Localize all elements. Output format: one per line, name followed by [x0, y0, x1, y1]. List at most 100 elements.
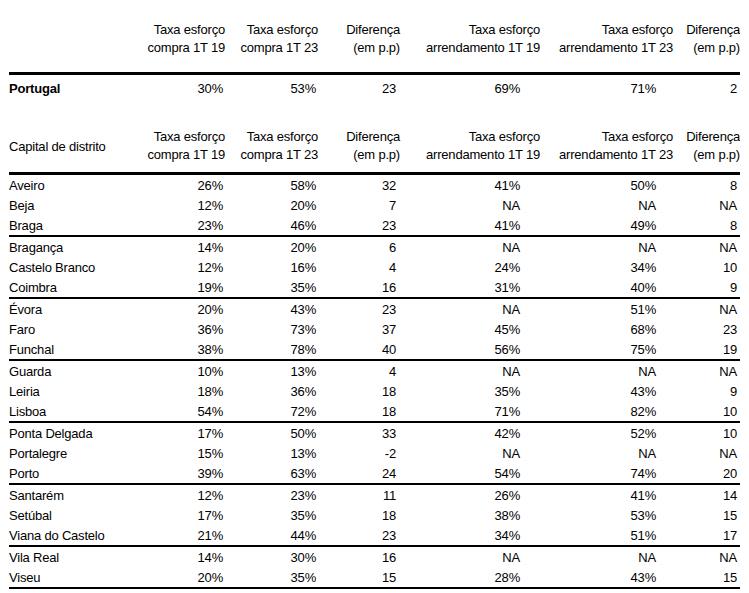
value-cell: 44% [232, 525, 324, 546]
value-cell: 10 [676, 401, 740, 422]
column-header-line1: Taxa esforço [542, 128, 673, 146]
value-cell: 35% [402, 381, 542, 401]
value-cell: 21% [144, 525, 232, 546]
column-header-line1: Diferença [324, 21, 400, 39]
value-cell: 26% [402, 484, 542, 505]
column-header: Diferença(em p.p) [324, 120, 402, 174]
column-header-line2: compra 1T 23 [232, 146, 318, 164]
value-cell: 9 [676, 381, 740, 401]
value-cell: 18 [324, 505, 402, 525]
row-label: Faro [9, 319, 144, 339]
spacer-row [9, 101, 740, 120]
column-header-line2: (em p.p) [676, 146, 740, 164]
value-cell: 23 [324, 215, 402, 236]
table-row: Braga23%46%2341%49%8 [9, 215, 740, 236]
value-cell: 50% [542, 174, 676, 196]
value-cell: 42% [402, 422, 542, 443]
column-header-line1: Taxa esforço [542, 21, 673, 39]
district-header-label: Capital de distrito [9, 120, 144, 174]
column-header-line1: Taxa esforço [232, 128, 318, 146]
value-cell: 23 [324, 525, 402, 546]
value-cell: 17% [144, 505, 232, 525]
value-cell: 15 [324, 567, 402, 588]
table-row: Porto39%63%2454%74%20 [9, 463, 740, 484]
column-header-line1: Taxa esforço [402, 21, 540, 39]
value-cell: NA [402, 298, 542, 319]
value-cell: -2 [324, 443, 402, 463]
portugal-summary-row: Portugal 30%53%2369%71%2 [9, 74, 740, 102]
value-cell: 32 [324, 174, 402, 196]
value-cell: NA [676, 546, 740, 567]
value-cell: 23 [324, 298, 402, 319]
value-cell: 54% [402, 463, 542, 484]
value-cell: 43% [232, 298, 324, 319]
value-cell: 31% [402, 277, 542, 298]
row-label: Funchal [9, 339, 144, 360]
column-header: Taxa esforçocompra 1T 19 [144, 6, 232, 74]
value-cell: 19% [144, 277, 232, 298]
value-cell: 35% [232, 277, 324, 298]
column-header-line2: arrendamento 1T 23 [542, 146, 673, 164]
row-label: Coimbra [9, 277, 144, 298]
value-cell: 20% [144, 298, 232, 319]
value-cell: 41% [402, 215, 542, 236]
value-cell: 53% [542, 505, 676, 525]
value-cell: 10 [676, 422, 740, 443]
table-row: Viana do Castelo21%44%2334%51%17 [9, 525, 740, 546]
value-cell: 12% [144, 195, 232, 215]
value-cell: 9 [676, 277, 740, 298]
column-header-line2: arrendamento 1T 19 [402, 146, 540, 164]
column-header-line1: Diferença [676, 21, 740, 39]
value-cell: NA [542, 360, 676, 381]
portugal-value-cell: 69% [402, 74, 542, 102]
value-cell: 33 [324, 422, 402, 443]
value-cell: 11 [324, 484, 402, 505]
value-cell: 36% [232, 381, 324, 401]
value-cell: 46% [232, 215, 324, 236]
value-cell: 20% [232, 236, 324, 257]
column-header: Taxa esforçoarrendamento 1T 19 [402, 6, 542, 74]
value-cell: 18 [324, 381, 402, 401]
value-cell: 35% [232, 567, 324, 588]
row-label: Leiria [9, 381, 144, 401]
table-row: Faro36%73%3745%68%23 [9, 319, 740, 339]
value-cell: 6 [324, 236, 402, 257]
value-cell: 10% [144, 360, 232, 381]
row-label: Viana do Castelo [9, 525, 144, 546]
value-cell: 16% [232, 257, 324, 277]
value-cell: 4 [324, 257, 402, 277]
row-label: Ponta Delgada [9, 422, 144, 443]
row-label: Santarém [9, 484, 144, 505]
row-label: Lisboa [9, 401, 144, 422]
table-row: Portalegre15%13%-2NANANA [9, 443, 740, 463]
column-header: Taxa esforçoarrendamento 1T 19 [402, 120, 542, 174]
value-cell: 34% [402, 525, 542, 546]
value-cell: 40 [324, 339, 402, 360]
column-header-line2: (em p.p) [676, 39, 740, 57]
table-row: Ponta Delgada17%50%3342%52%10 [9, 422, 740, 443]
value-cell: 24% [402, 257, 542, 277]
row-label: Braga [9, 215, 144, 236]
table-row: Lisboa54%72%1871%82%10 [9, 401, 740, 422]
value-cell: 52% [542, 422, 676, 443]
value-cell: NA [542, 546, 676, 567]
row-label: Setúbal [9, 505, 144, 525]
value-cell: 35% [232, 505, 324, 525]
value-cell: 12% [144, 257, 232, 277]
value-cell: 49% [542, 215, 676, 236]
value-cell: 20% [232, 195, 324, 215]
value-cell: 20% [144, 567, 232, 588]
value-cell: NA [402, 443, 542, 463]
value-cell: 45% [402, 319, 542, 339]
table-row: Santarém12%23%1126%41%14 [9, 484, 740, 505]
value-cell: 14% [144, 236, 232, 257]
value-cell: 74% [542, 463, 676, 484]
value-cell: 16 [324, 546, 402, 567]
row-label: Portalegre [9, 443, 144, 463]
value-cell: 15 [676, 505, 740, 525]
portugal-value-cell: 23 [324, 74, 402, 102]
value-cell: NA [542, 236, 676, 257]
column-header: Diferença(em p.p) [324, 6, 402, 74]
column-header-line1: Taxa esforço [402, 128, 540, 146]
column-header-line1: Taxa esforço [232, 21, 318, 39]
